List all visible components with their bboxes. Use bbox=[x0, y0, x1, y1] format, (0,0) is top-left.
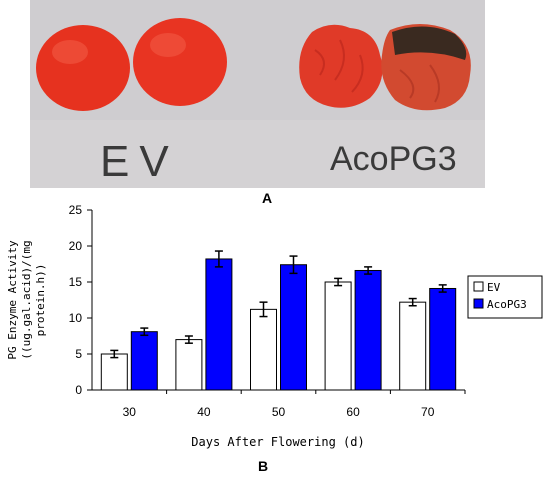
y-axis-label-line: PG Enzyme Activity bbox=[6, 240, 19, 360]
bar-acopg3-70 bbox=[429, 287, 457, 391]
y-axis-label-line: ((ug.gal.acid)/(mg bbox=[20, 240, 33, 359]
x-tick-label: 40 bbox=[197, 405, 211, 419]
photo-label-acopg3: AcoPG3 bbox=[330, 140, 457, 178]
legend-swatch-acopg3 bbox=[473, 298, 484, 309]
legend-swatch-ev bbox=[473, 281, 484, 292]
panel-label-a: A bbox=[262, 190, 273, 206]
bar-ev-30 bbox=[100, 353, 128, 391]
bar-ev-40 bbox=[175, 339, 203, 391]
bar-ev-70 bbox=[399, 301, 427, 391]
legend-label-acopg3: AcoPG3 bbox=[487, 298, 527, 311]
x-tick-label: 60 bbox=[346, 405, 360, 419]
acopg3-tomato-1 bbox=[299, 24, 383, 108]
photo-label-ev: EV bbox=[100, 137, 179, 186]
panel-label-b: B bbox=[258, 458, 269, 474]
legend: EV AcoPG3 bbox=[467, 275, 543, 319]
ev-tomato-2 bbox=[133, 18, 227, 106]
bar-ev-50 bbox=[250, 308, 277, 391]
x-tick-label: 50 bbox=[272, 405, 286, 419]
y-axis-label: PG Enzyme Activity ((ug.gal.acid)/(mg prot… bbox=[6, 240, 47, 360]
y-tick-label: 5 bbox=[75, 347, 82, 361]
x-tick-label: 30 bbox=[123, 405, 137, 419]
y-tick-label: 20 bbox=[69, 239, 83, 253]
legend-label-ev: EV bbox=[487, 281, 501, 294]
y-tick-label: 25 bbox=[69, 203, 83, 217]
bar-acopg3-50 bbox=[280, 264, 307, 391]
x-axis-label: Days After Flowering (d) bbox=[191, 435, 364, 449]
bar-acopg3-30 bbox=[130, 331, 158, 391]
tomato-photo: EV AcoPG3 bbox=[30, 0, 485, 188]
bar-acopg3-40 bbox=[205, 258, 233, 391]
y-axis-label-line: protein.h)) bbox=[34, 264, 47, 337]
y-tick-label: 0 bbox=[75, 383, 82, 397]
ev-tomato-1 bbox=[36, 25, 130, 111]
bar-ev-60 bbox=[324, 281, 352, 391]
y-tick-label: 15 bbox=[69, 275, 83, 289]
x-tick-label: 70 bbox=[421, 405, 435, 419]
y-tick-label: 10 bbox=[69, 311, 83, 325]
bar-acopg3-60 bbox=[354, 269, 382, 391]
pg-activity-chart: PG Enzyme Activity ((ug.gal.acid)/(mg prot… bbox=[6, 203, 543, 449]
